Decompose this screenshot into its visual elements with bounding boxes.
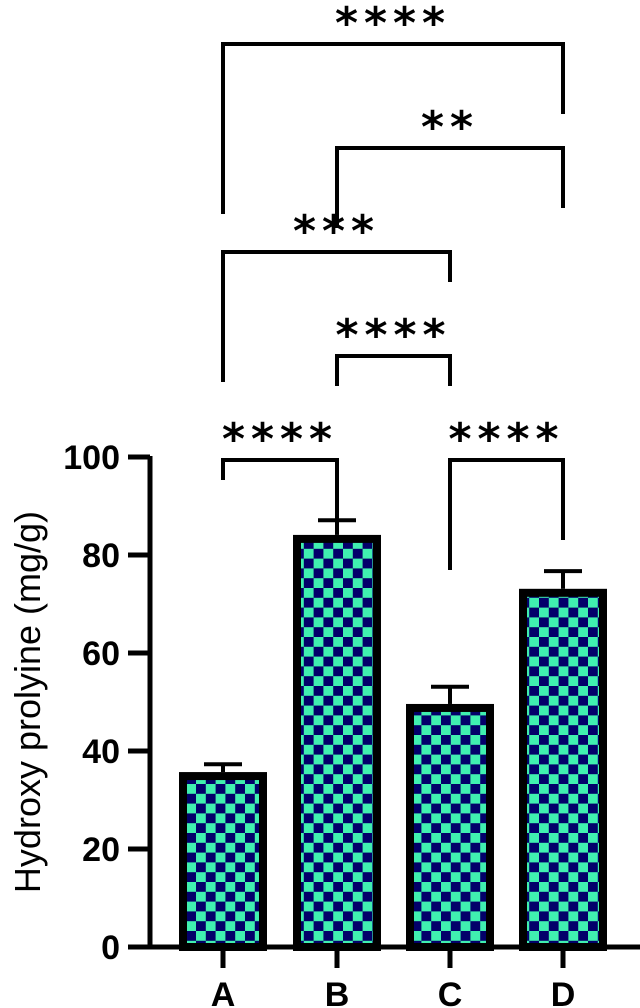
x-category-label: B — [325, 976, 350, 1008]
x-axis: A B C D — [128, 944, 640, 1008]
y-tick-label: 40 — [82, 733, 120, 771]
significance-label: **** — [222, 414, 338, 465]
bar-D — [519, 569, 607, 951]
y-axis: 0 20 40 60 80 100 — [63, 439, 153, 967]
y-tick-label: 100 — [63, 439, 120, 477]
bracket-B-C: **** — [335, 310, 452, 386]
bracket-B-D: ** — [335, 102, 565, 228]
y-tick-label: 0 — [101, 929, 120, 967]
y-tick-label: 80 — [82, 537, 120, 575]
bracket-A-D: **** — [221, 0, 565, 214]
significance-label: **** — [448, 414, 564, 465]
significance-label: **** — [335, 0, 451, 49]
bracket-C-D: **** — [448, 414, 565, 570]
y-tick-label: 60 — [82, 635, 120, 673]
bracket-A-C: *** — [221, 206, 452, 382]
significance-label: *** — [293, 206, 380, 257]
y-tick-label: 20 — [82, 831, 120, 869]
bars — [179, 518, 607, 952]
significance-label: **** — [335, 310, 451, 361]
bar-C — [406, 684, 494, 952]
bar-A — [179, 762, 267, 951]
bar-B — [293, 518, 381, 951]
x-category-label: A — [211, 976, 236, 1008]
x-category-label: C — [438, 976, 463, 1008]
bracket-A-B: **** — [221, 414, 339, 520]
x-category-label: D — [551, 976, 576, 1008]
significance-brackets: **** ***************** — [221, 0, 565, 570]
significance-label: ** — [421, 102, 479, 153]
y-axis-label: Hydroxy prolyine (mg/g) — [7, 511, 48, 893]
